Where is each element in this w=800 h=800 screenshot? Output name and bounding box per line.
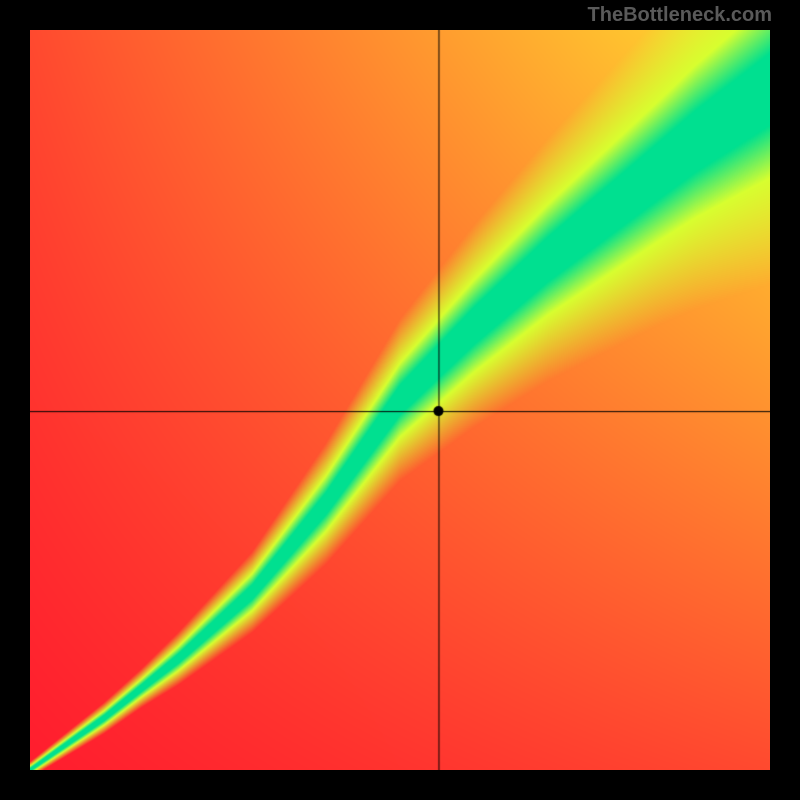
watermark-text: TheBottleneck.com: [588, 4, 772, 27]
heatmap-canvas: [30, 30, 770, 770]
bottleneck-heatmap: [30, 30, 770, 770]
